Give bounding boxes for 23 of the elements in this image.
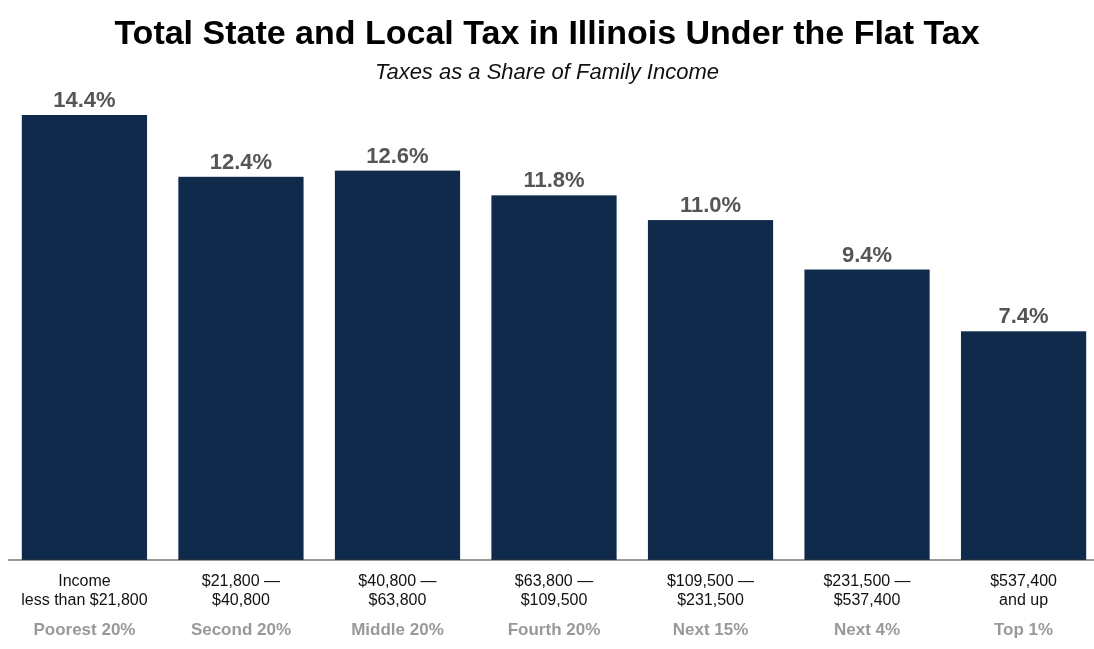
x-tick-label: Income less than $21,800 Poorest 20% — [21, 572, 148, 639]
x-tick-label: $40,800 — $63,800 Middle 20% — [351, 572, 444, 639]
x-tick-label: $21,800 — $40,800 Second 20% — [190, 572, 292, 639]
x-tick-label: $231,500 — $537,400 Next 4% — [823, 572, 911, 639]
data-label: 12.6% — [366, 142, 429, 168]
x-tick-label: $63,800 — $109,500 Fourth 20% — [507, 572, 601, 639]
bar — [960, 331, 1087, 560]
chart-title: Total State and Local Tax in Illinois Under the Flat Tax — [114, 13, 980, 51]
bar — [21, 115, 148, 560]
x-tick-label: $109,500 — $231,500 Next 15% — [666, 572, 755, 639]
x-tick-label: $537,400 and up Top 1% — [990, 572, 1058, 639]
data-label: 11.0% — [679, 192, 742, 218]
bar — [804, 269, 930, 560]
bar — [334, 170, 461, 560]
data-label: 7.4% — [998, 303, 1049, 329]
chart-subtitle: Taxes as a Share of Family Income — [374, 59, 720, 84]
data-label: 11.8% — [523, 167, 585, 193]
data-label: 9.4% — [841, 241, 893, 267]
data-label: 14.4% — [53, 87, 116, 112]
bar — [491, 195, 617, 560]
data-label: 12.4% — [209, 148, 273, 174]
bar — [647, 220, 774, 560]
bar — [178, 176, 304, 560]
